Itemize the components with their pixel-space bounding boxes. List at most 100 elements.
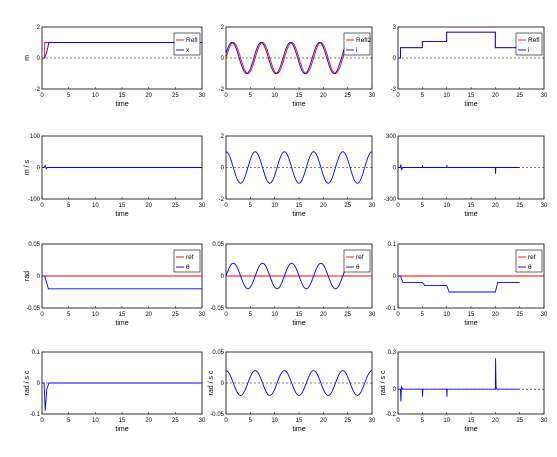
chart-2-3-y-tick-label-1: 0 — [393, 166, 397, 172]
chart-4-2-series-1 — [225, 370, 373, 396]
chart-4-3-x-tick-label-6: 30 — [541, 418, 548, 424]
chart-4-1-x-tick-label-2: 10 — [92, 418, 99, 424]
chart-1-1-legend-label-1: Refl — [186, 37, 198, 44]
chart-4-2-x-axis-label: time — [292, 426, 305, 433]
chart-4-2-y-tick-label-0: 0.05 — [212, 350, 224, 356]
chart-1-1-y-tick-label-2: -2 — [35, 87, 41, 93]
chart-3-3-x-tick-label-6: 30 — [541, 312, 548, 318]
chart-1-1-series-2 — [42, 42, 202, 59]
chart-2-1-x-tick-label-2: 10 — [92, 203, 99, 209]
chart-2-1-x-tick-label-5: 25 — [172, 203, 179, 209]
chart-2-3-y-tick-label-0: 300 — [386, 134, 397, 140]
chart-1-1-legend-box — [173, 32, 201, 56]
chart-2-1-x-tick-label-6: 30 — [199, 203, 206, 209]
chart-4-2-x-tick-label-2: 10 — [271, 418, 278, 424]
chart-2-2-x-tick-label-3: 15 — [296, 203, 303, 209]
chart-4-3-x-axis-label: time — [464, 426, 477, 433]
chart-3-2-x-tick-label-3: 15 — [296, 312, 303, 318]
chart-3-2-x-axis-label: time — [292, 320, 305, 327]
chart-1-2-y-tick-label-2: -2 — [219, 87, 225, 93]
chart-4-3-y-tick-label-0: 0.3 — [388, 350, 397, 356]
chart-1-2-x-tick-label-0: 0 — [224, 93, 228, 99]
chart-1-3-x-tick-label-1: 5 — [421, 93, 425, 99]
chart-1-3-y-tick-label-1: 0 — [393, 56, 397, 62]
chart-4-1-x-tick-label-3: 15 — [119, 418, 126, 424]
chart-3-3-x-tick-label-0: 0 — [396, 312, 400, 318]
chart-1-1-x-tick-label-5: 25 — [172, 93, 179, 99]
chart-2-1-x-axis-label: time — [115, 211, 128, 218]
chart-4-2-y-tick-label-2: -0.05 — [210, 412, 224, 418]
chart-3-2-x-tick-label-6: 30 — [369, 312, 376, 318]
chart-3-2-x-tick-label-0: 0 — [224, 312, 228, 318]
chart-4-1-y-tick-label-1: 0 — [37, 381, 41, 387]
chart-2-2-y-tick-label-0: 2 — [221, 134, 225, 140]
chart-1-3-x-tick-label-2: 10 — [443, 93, 450, 99]
chart-4-2-y-axis-label: rad / s c — [208, 370, 215, 395]
chart-3-3-y-tick-label-1: 0 — [393, 274, 397, 280]
chart-1-1-y-axis-label: m — [24, 55, 31, 61]
chart-1-1-x-tick-label-4: 20 — [145, 93, 152, 99]
chart-3-3-legend-label-1: ref — [528, 254, 536, 261]
chart-1-2-x-tick-label-1: 5 — [249, 93, 253, 99]
chart-3-3-x-axis-label: time — [464, 320, 477, 327]
chart-3-3-x-tick-label-5: 25 — [516, 312, 523, 318]
chart-2-2-x-tick-label-4: 20 — [320, 203, 327, 209]
chart-4-3-plot-area — [397, 351, 545, 415]
chart-3-3-y-tick-label-2: -0.1 — [386, 306, 397, 312]
chart-4-2-x-tick-label-3: 15 — [296, 418, 303, 424]
chart-3-1-x-tick-label-5: 25 — [172, 312, 179, 318]
chart-4-3-y-tick-label-2: -0.2 — [386, 412, 397, 418]
chart-1-3-x-tick-label-4: 20 — [492, 93, 499, 99]
chart-3-1-legend-label-2: θ — [186, 264, 190, 271]
chart-4-2-x-tick-label-0: 0 — [224, 418, 228, 424]
chart-3-2-x-tick-label-4: 20 — [320, 312, 327, 318]
chart-4-3-x-tick-label-2: 10 — [443, 418, 450, 424]
chart-4-1-y-tick-label-2: -0.1 — [30, 412, 41, 418]
chart-1-3-y-tick-label-2: -3 — [391, 87, 397, 93]
chart-4-3-x-tick-label-3: 15 — [468, 418, 475, 424]
chart-4-3-y-tick-label-1: 0 — [393, 387, 397, 393]
chart-4-1-x-tick-label-1: 5 — [67, 418, 71, 424]
chart-1-2-legend-label-1: Refl2 — [356, 37, 372, 44]
chart-2-3-x-axis-label: time — [464, 211, 477, 218]
chart-3-3-legend-label-2: θ — [528, 264, 532, 271]
chart-4-1-x-tick-label-0: 0 — [40, 418, 44, 424]
chart-1-1-x-tick-label-6: 30 — [199, 93, 206, 99]
chart-1-2-series-2 — [225, 42, 348, 74]
chart-3-3-x-tick-label-2: 10 — [443, 312, 450, 318]
chart-3-2-x-tick-label-1: 5 — [249, 312, 253, 318]
chart-2-2-x-tick-label-2: 10 — [271, 203, 278, 209]
chart-4-1-x-tick-label-5: 25 — [172, 418, 179, 424]
chart-3-2-x-tick-label-2: 10 — [271, 312, 278, 318]
chart-3-1-x-tick-label-3: 15 — [119, 312, 126, 318]
chart-1-3-legend-label-2: i — [528, 47, 529, 54]
chart-3-2-legend-box — [343, 249, 371, 273]
chart-1-3-x-tick-label-0: 0 — [396, 93, 400, 99]
chart-3-3-legend-box — [515, 249, 543, 273]
chart-2-1-x-tick-label-4: 20 — [145, 203, 152, 209]
chart-2-2-y-tick-label-1: 0 — [221, 166, 225, 172]
chart-1-1-x-tick-label-0: 0 — [40, 93, 44, 99]
chart-2-2-x-tick-label-1: 5 — [249, 203, 253, 209]
chart-3-2-y-tick-label-0: 0.05 — [212, 242, 224, 248]
chart-4-2-x-tick-label-5: 25 — [344, 418, 351, 424]
chart-3-2-legend-label-2: θ — [356, 264, 360, 271]
chart-2-2-x-axis-label: time — [292, 211, 305, 218]
chart-3-1-y-tick-label-1: 0 — [37, 274, 41, 280]
chart-3-3-x-tick-label-3: 15 — [468, 312, 475, 318]
chart-4-3-y-axis-label: rad / s c — [380, 370, 387, 395]
chart-1-2-x-tick-label-5: 25 — [344, 93, 351, 99]
chart-1-3-series-2 — [398, 31, 520, 59]
chart-1-3-x-tick-label-6: 30 — [541, 93, 548, 99]
chart-1-2-series-1 — [225, 42, 349, 74]
